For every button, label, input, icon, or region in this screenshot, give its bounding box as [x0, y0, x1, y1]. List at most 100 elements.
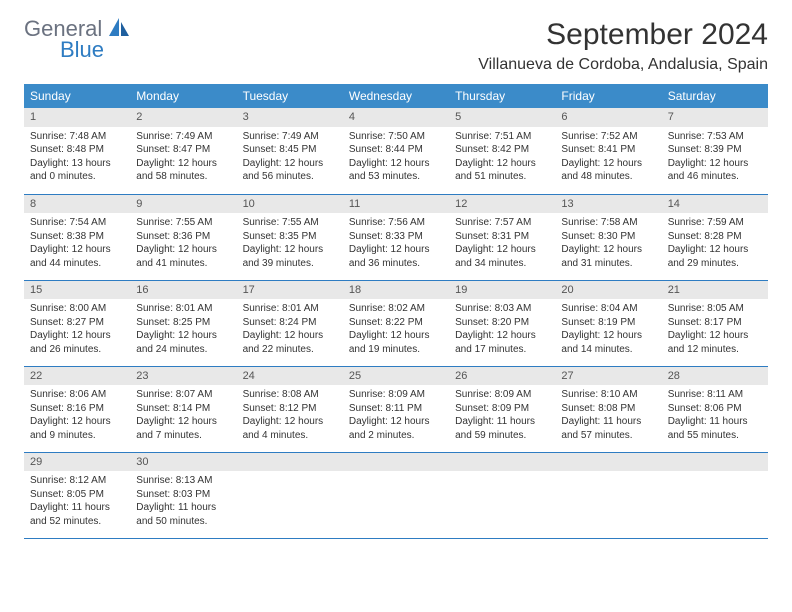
- day-cell: 7Sunrise: 7:53 AMSunset: 8:39 PMDaylight…: [662, 108, 768, 194]
- sunrise-line: Sunrise: 7:58 AM: [561, 216, 655, 230]
- day-number-empty: [555, 453, 661, 472]
- logo: General Blue: [24, 18, 131, 61]
- day-number: 8: [24, 195, 130, 214]
- day-header: Tuesday: [237, 84, 343, 108]
- sunset-line: Sunset: 8:48 PM: [30, 143, 124, 157]
- daylight-line-2: and 17 minutes.: [455, 343, 549, 357]
- sunrise-line: Sunrise: 7:50 AM: [349, 130, 443, 144]
- day-header: Saturday: [662, 84, 768, 108]
- day-header: Sunday: [24, 84, 130, 108]
- sunrise-line: Sunrise: 7:51 AM: [455, 130, 549, 144]
- daylight-line-1: Daylight: 11 hours: [561, 415, 655, 429]
- day-header-row: SundayMondayTuesdayWednesdayThursdayFrid…: [24, 84, 768, 108]
- day-cell: 17Sunrise: 8:01 AMSunset: 8:24 PMDayligh…: [237, 280, 343, 366]
- day-number: 9: [130, 195, 236, 214]
- sunset-line: Sunset: 8:03 PM: [136, 488, 230, 502]
- day-cell: 10Sunrise: 7:55 AMSunset: 8:35 PMDayligh…: [237, 194, 343, 280]
- daylight-line-2: and 4 minutes.: [243, 429, 337, 443]
- day-cell: 15Sunrise: 8:00 AMSunset: 8:27 PMDayligh…: [24, 280, 130, 366]
- daylight-line-2: and 41 minutes.: [136, 257, 230, 271]
- day-cell: 11Sunrise: 7:56 AMSunset: 8:33 PMDayligh…: [343, 194, 449, 280]
- day-number: 14: [662, 195, 768, 214]
- day-number: 23: [130, 367, 236, 386]
- day-cell: 4Sunrise: 7:50 AMSunset: 8:44 PMDaylight…: [343, 108, 449, 194]
- day-header: Friday: [555, 84, 661, 108]
- day-cell: 19Sunrise: 8:03 AMSunset: 8:20 PMDayligh…: [449, 280, 555, 366]
- daylight-line-1: Daylight: 12 hours: [561, 329, 655, 343]
- day-cell: 23Sunrise: 8:07 AMSunset: 8:14 PMDayligh…: [130, 366, 236, 452]
- week-row: 15Sunrise: 8:00 AMSunset: 8:27 PMDayligh…: [24, 280, 768, 366]
- day-cell: 29Sunrise: 8:12 AMSunset: 8:05 PMDayligh…: [24, 452, 130, 538]
- daylight-line-1: Daylight: 11 hours: [30, 501, 124, 515]
- daylight-line-1: Daylight: 12 hours: [136, 243, 230, 257]
- calendar-body: 1Sunrise: 7:48 AMSunset: 8:48 PMDaylight…: [24, 108, 768, 538]
- sunset-line: Sunset: 8:08 PM: [561, 402, 655, 416]
- sunrise-line: Sunrise: 8:01 AM: [136, 302, 230, 316]
- daylight-line-2: and 22 minutes.: [243, 343, 337, 357]
- daylight-line-1: Daylight: 13 hours: [30, 157, 124, 171]
- sunrise-line: Sunrise: 7:49 AM: [243, 130, 337, 144]
- sunrise-line: Sunrise: 8:09 AM: [455, 388, 549, 402]
- daylight-line-1: Daylight: 12 hours: [136, 157, 230, 171]
- sunrise-line: Sunrise: 8:07 AM: [136, 388, 230, 402]
- daylight-line-2: and 12 minutes.: [668, 343, 762, 357]
- week-row: 1Sunrise: 7:48 AMSunset: 8:48 PMDaylight…: [24, 108, 768, 194]
- day-number: 19: [449, 281, 555, 300]
- day-number: 1: [24, 108, 130, 127]
- sunset-line: Sunset: 8:24 PM: [243, 316, 337, 330]
- daylight-line-1: Daylight: 12 hours: [668, 243, 762, 257]
- day-cell: 1Sunrise: 7:48 AMSunset: 8:48 PMDaylight…: [24, 108, 130, 194]
- daylight-line-1: Daylight: 12 hours: [30, 329, 124, 343]
- day-number: 5: [449, 108, 555, 127]
- daylight-line-1: Daylight: 12 hours: [243, 329, 337, 343]
- sunset-line: Sunset: 8:27 PM: [30, 316, 124, 330]
- sunrise-line: Sunrise: 7:52 AM: [561, 130, 655, 144]
- daylight-line-1: Daylight: 12 hours: [243, 415, 337, 429]
- day-cell: 20Sunrise: 8:04 AMSunset: 8:19 PMDayligh…: [555, 280, 661, 366]
- daylight-line-2: and 53 minutes.: [349, 170, 443, 184]
- daylight-line-2: and 55 minutes.: [668, 429, 762, 443]
- sunrise-line: Sunrise: 8:10 AM: [561, 388, 655, 402]
- daylight-line-2: and 14 minutes.: [561, 343, 655, 357]
- sunrise-line: Sunrise: 7:59 AM: [668, 216, 762, 230]
- week-row: 8Sunrise: 7:54 AMSunset: 8:38 PMDaylight…: [24, 194, 768, 280]
- daylight-line-2: and 57 minutes.: [561, 429, 655, 443]
- week-row: 29Sunrise: 8:12 AMSunset: 8:05 PMDayligh…: [24, 452, 768, 538]
- daylight-line-2: and 2 minutes.: [349, 429, 443, 443]
- day-cell: 5Sunrise: 7:51 AMSunset: 8:42 PMDaylight…: [449, 108, 555, 194]
- day-cell: 28Sunrise: 8:11 AMSunset: 8:06 PMDayligh…: [662, 366, 768, 452]
- daylight-line-1: Daylight: 12 hours: [561, 243, 655, 257]
- day-number: 11: [343, 195, 449, 214]
- day-cell: [237, 452, 343, 538]
- sunrise-line: Sunrise: 8:13 AM: [136, 474, 230, 488]
- daylight-line-1: Daylight: 12 hours: [349, 329, 443, 343]
- daylight-line-2: and 36 minutes.: [349, 257, 443, 271]
- sunset-line: Sunset: 8:47 PM: [136, 143, 230, 157]
- day-cell: 14Sunrise: 7:59 AMSunset: 8:28 PMDayligh…: [662, 194, 768, 280]
- day-number-empty: [343, 453, 449, 472]
- daylight-line-2: and 19 minutes.: [349, 343, 443, 357]
- day-number-empty: [237, 453, 343, 472]
- day-cell: 13Sunrise: 7:58 AMSunset: 8:30 PMDayligh…: [555, 194, 661, 280]
- day-number: 20: [555, 281, 661, 300]
- day-number: 12: [449, 195, 555, 214]
- day-cell: 2Sunrise: 7:49 AMSunset: 8:47 PMDaylight…: [130, 108, 236, 194]
- day-cell: [343, 452, 449, 538]
- daylight-line-1: Daylight: 12 hours: [668, 157, 762, 171]
- sunset-line: Sunset: 8:38 PM: [30, 230, 124, 244]
- daylight-line-2: and 34 minutes.: [455, 257, 549, 271]
- daylight-line-2: and 0 minutes.: [30, 170, 124, 184]
- sunset-line: Sunset: 8:39 PM: [668, 143, 762, 157]
- sunrise-line: Sunrise: 8:06 AM: [30, 388, 124, 402]
- sunset-line: Sunset: 8:36 PM: [136, 230, 230, 244]
- day-number: 22: [24, 367, 130, 386]
- day-cell: 18Sunrise: 8:02 AMSunset: 8:22 PMDayligh…: [343, 280, 449, 366]
- sunset-line: Sunset: 8:17 PM: [668, 316, 762, 330]
- day-cell: [662, 452, 768, 538]
- daylight-line-1: Daylight: 12 hours: [243, 157, 337, 171]
- week-row: 22Sunrise: 8:06 AMSunset: 8:16 PMDayligh…: [24, 366, 768, 452]
- day-cell: 6Sunrise: 7:52 AMSunset: 8:41 PMDaylight…: [555, 108, 661, 194]
- sunset-line: Sunset: 8:19 PM: [561, 316, 655, 330]
- daylight-line-1: Daylight: 11 hours: [455, 415, 549, 429]
- daylight-line-2: and 48 minutes.: [561, 170, 655, 184]
